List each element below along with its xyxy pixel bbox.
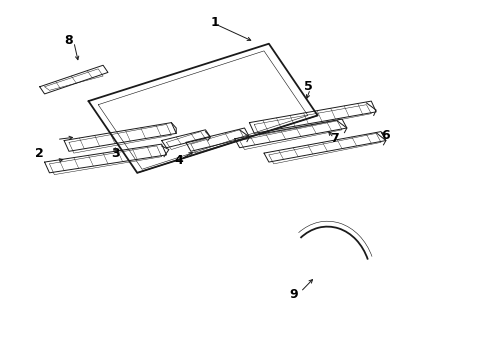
Text: 5: 5 [303,80,312,93]
Text: 1: 1 [210,16,219,29]
Text: 7: 7 [330,132,338,145]
Text: 6: 6 [381,129,389,142]
Text: 8: 8 [64,33,73,47]
Text: 4: 4 [174,154,183,167]
Text: 3: 3 [111,147,120,159]
Text: 9: 9 [288,288,297,301]
Text: 2: 2 [35,147,44,159]
